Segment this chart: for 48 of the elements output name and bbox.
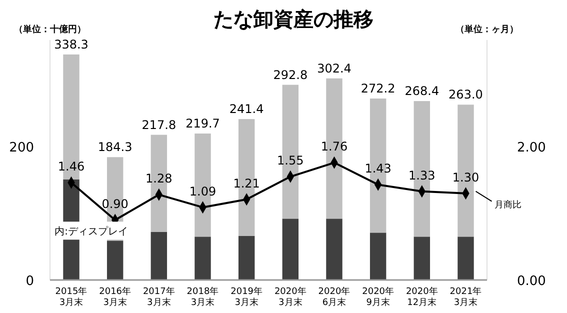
x-tick-label: 2020年 3月末 bbox=[274, 286, 306, 308]
total-label: 241.4 bbox=[229, 102, 264, 116]
bar bbox=[106, 240, 124, 280]
y-tick-label: 200 bbox=[9, 140, 34, 156]
y-axis-title: （単位：十億円） bbox=[14, 24, 86, 35]
x-tick-label: 2017年 3月末 bbox=[142, 286, 175, 308]
total-label: 338.3 bbox=[54, 37, 88, 52]
total-label: 292.8 bbox=[273, 68, 308, 82]
bar bbox=[458, 236, 474, 280]
data-label: 1.55 bbox=[277, 154, 304, 168]
total-label: 268.4 bbox=[404, 84, 440, 98]
data-label: 1.21 bbox=[233, 176, 260, 190]
bar bbox=[238, 236, 255, 280]
bar bbox=[326, 218, 342, 280]
y-tick-label: 0 bbox=[26, 274, 34, 289]
data-label: 1.30 bbox=[452, 170, 480, 184]
y2-tick-label: 2.00 bbox=[517, 140, 546, 156]
x-tick-label: 2020年 12月末 bbox=[406, 286, 438, 308]
bar bbox=[414, 236, 430, 280]
x-tick-label: 2020年 6月末 bbox=[318, 286, 350, 308]
x-tick-label: 2015年 3月末 bbox=[55, 286, 88, 308]
total-label: 184.3 bbox=[98, 140, 132, 154]
y2-axis-title: （単位：ヶ月） bbox=[456, 24, 518, 35]
y2-tick-label: 0.00 bbox=[517, 274, 546, 289]
chart-title: たな卸資産の推移 bbox=[214, 7, 374, 31]
data-label: 1.09 bbox=[189, 184, 216, 198]
bar bbox=[194, 236, 211, 280]
x-tick-label: 2020年 9月末 bbox=[362, 286, 394, 308]
total-label: 263.0 bbox=[448, 88, 483, 102]
data-label: 1.43 bbox=[364, 162, 392, 176]
data-label: 1.46 bbox=[58, 160, 85, 174]
data-label: 1.33 bbox=[408, 168, 436, 182]
bar bbox=[150, 232, 168, 280]
total-label: 302.4 bbox=[317, 61, 352, 76]
total-label: 219.7 bbox=[186, 116, 220, 131]
series-label: 内:ディスプレイ bbox=[54, 226, 128, 238]
data-label: 1.76 bbox=[320, 140, 348, 154]
bar bbox=[282, 218, 299, 280]
text: 月商比 bbox=[494, 199, 522, 210]
x-tick-label: 2019年 3月末 bbox=[230, 286, 263, 308]
total-label: 272.2 bbox=[360, 82, 396, 96]
x-tick-label: 2016年 3月末 bbox=[99, 286, 132, 308]
data-label: 0.90 bbox=[102, 197, 128, 211]
total-label: 217.8 bbox=[142, 118, 176, 132]
x-tick-label: 2018年 3月末 bbox=[186, 286, 219, 308]
data-label: 1.28 bbox=[146, 172, 172, 186]
x-tick-label: 2021年 3月末 bbox=[450, 286, 482, 308]
bar bbox=[370, 232, 386, 280]
